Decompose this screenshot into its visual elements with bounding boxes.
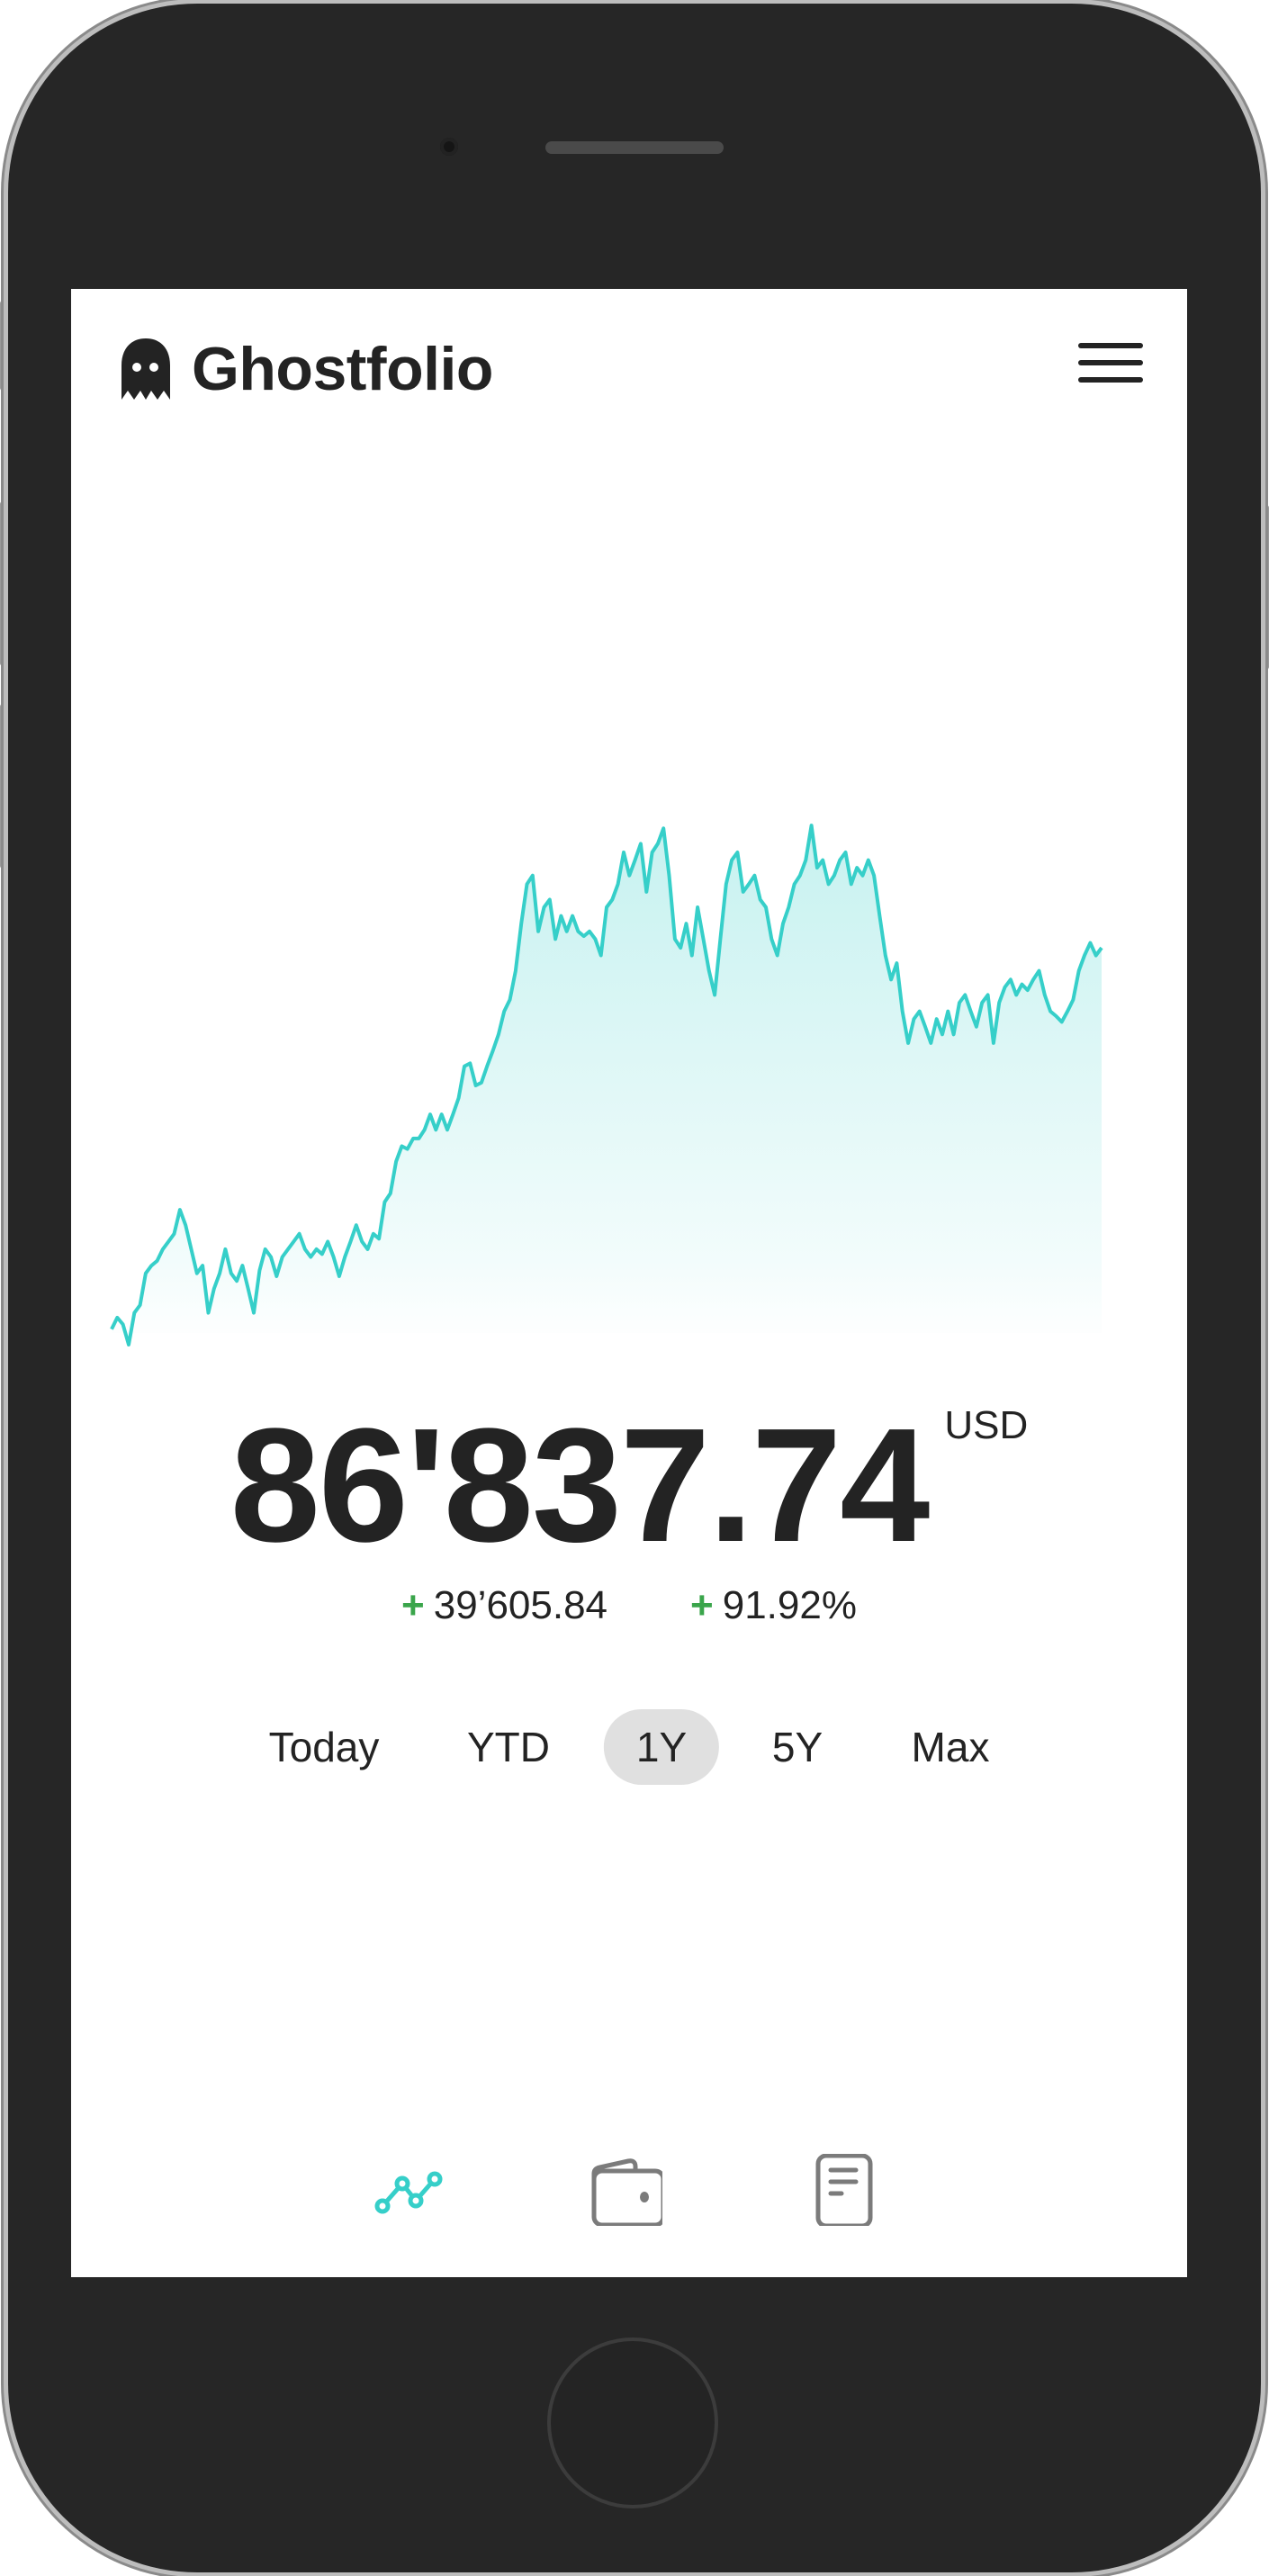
- volume-up-button: [0, 501, 9, 666]
- chart-series-line: [110, 824, 1103, 1347]
- app-title: Ghostfolio: [192, 335, 493, 403]
- hamburger-menu-icon[interactable]: [1078, 343, 1147, 384]
- front-camera: [440, 138, 458, 156]
- home-button[interactable]: [547, 2337, 718, 2508]
- portfolio-value-amount: 86'837.74: [230, 1395, 931, 1576]
- currency-label: USD: [944, 1403, 1029, 1447]
- chart-area-fill: [112, 825, 1102, 1345]
- volume-down-button: [0, 704, 9, 869]
- range-5y[interactable]: 5Y: [771, 1724, 824, 1770]
- portfolio-value: 86'837.74 USD: [71, 1395, 1187, 1576]
- app-logo[interactable]: Ghostfolio: [120, 334, 493, 404]
- percent-change: +91.92%: [690, 1583, 857, 1628]
- power-button: [1260, 505, 1269, 670]
- plus-sign: +: [401, 1583, 425, 1627]
- plus-sign: +: [690, 1583, 714, 1627]
- range-ytd[interactable]: YTD: [467, 1724, 550, 1770]
- earpiece-speaker: [545, 141, 724, 154]
- portfolio-performance-chart: [110, 824, 1103, 1347]
- ghost-icon: [122, 338, 170, 400]
- document-icon[interactable]: [811, 2154, 883, 2226]
- date-range-selector: Today YTD 1Y 5Y Max: [71, 1709, 1187, 1785]
- percent-change-value: 91.92%: [722, 1583, 857, 1627]
- range-1y[interactable]: 1Y: [603, 1709, 720, 1785]
- mute-switch: [0, 301, 9, 391]
- absolute-change-value: 39’605.84: [433, 1583, 608, 1627]
- range-today[interactable]: Today: [268, 1724, 380, 1770]
- wallet-icon[interactable]: [590, 2154, 662, 2226]
- line-chart-icon[interactable]: [374, 2154, 446, 2226]
- performance-changes: +39’605.84 +91.92%: [71, 1583, 1187, 1628]
- range-max[interactable]: Max: [911, 1724, 990, 1770]
- absolute-change: +39’605.84: [401, 1583, 608, 1628]
- app-screen: Ghostfolio 86'837.74 USD +39’605.84 +91.…: [71, 289, 1187, 2277]
